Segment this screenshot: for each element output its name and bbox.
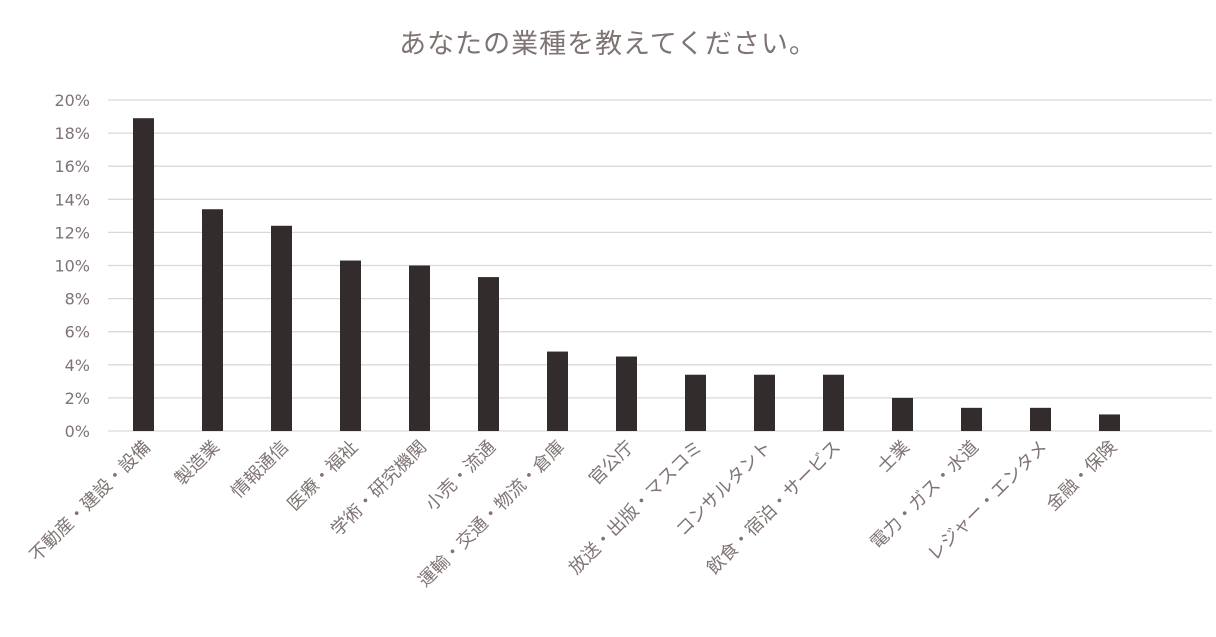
- x-tick-label: 製造業: [171, 437, 224, 490]
- x-tick-label: 官公庁: [585, 437, 638, 490]
- x-tick-label: 士業: [874, 437, 914, 477]
- x-tick-label: 飲食・宿泊・サービス: [703, 437, 845, 579]
- y-tick-label: 12%: [54, 223, 90, 242]
- y-tick-label: 18%: [54, 124, 90, 143]
- bar: [823, 374, 844, 431]
- bar: [202, 209, 223, 431]
- x-tick-label: 不動産・建設・設備: [26, 437, 155, 566]
- y-tick-label: 16%: [54, 157, 90, 176]
- bar: [547, 351, 568, 431]
- bar: [409, 265, 430, 431]
- bars: [133, 118, 1120, 431]
- y-tick-label: 6%: [65, 323, 90, 342]
- bar: [340, 260, 361, 431]
- bar: [271, 225, 292, 431]
- bar: [616, 356, 637, 431]
- y-tick-label: 0%: [65, 422, 90, 441]
- y-tick-label: 14%: [54, 190, 90, 209]
- bar: [892, 397, 913, 431]
- x-axis-ticks: 不動産・建設・設備 製造業 情報通信医療・福祉学術・研究機関小売・流通運輸・交通・物…: [26, 437, 1121, 592]
- y-tick-label: 8%: [65, 290, 90, 309]
- bar: [754, 374, 775, 431]
- bar: [1099, 414, 1120, 431]
- bar: [961, 407, 982, 431]
- bar: [1030, 407, 1051, 431]
- y-axis-ticks: 0% 2% 4% 6% 8% 10% 12% 14% 16% 18% 20%: [54, 91, 90, 441]
- y-tick-label: 20%: [54, 91, 90, 110]
- chart-title: あなたの業種を教えてください。: [399, 29, 817, 60]
- bar: [478, 277, 499, 431]
- x-tick-label: 金融・保険: [1043, 437, 1121, 515]
- x-tick-label: レジャー・エンタメ: [924, 437, 1052, 565]
- x-tick-label: 情報通信: [227, 437, 293, 503]
- bar: [685, 374, 706, 431]
- y-tick-label: 10%: [54, 257, 90, 276]
- y-tick-label: 2%: [65, 389, 90, 408]
- x-tick-label: 放送・出版・マスコミ: [565, 437, 707, 579]
- bar: [133, 118, 154, 431]
- y-tick-label: 4%: [65, 356, 90, 375]
